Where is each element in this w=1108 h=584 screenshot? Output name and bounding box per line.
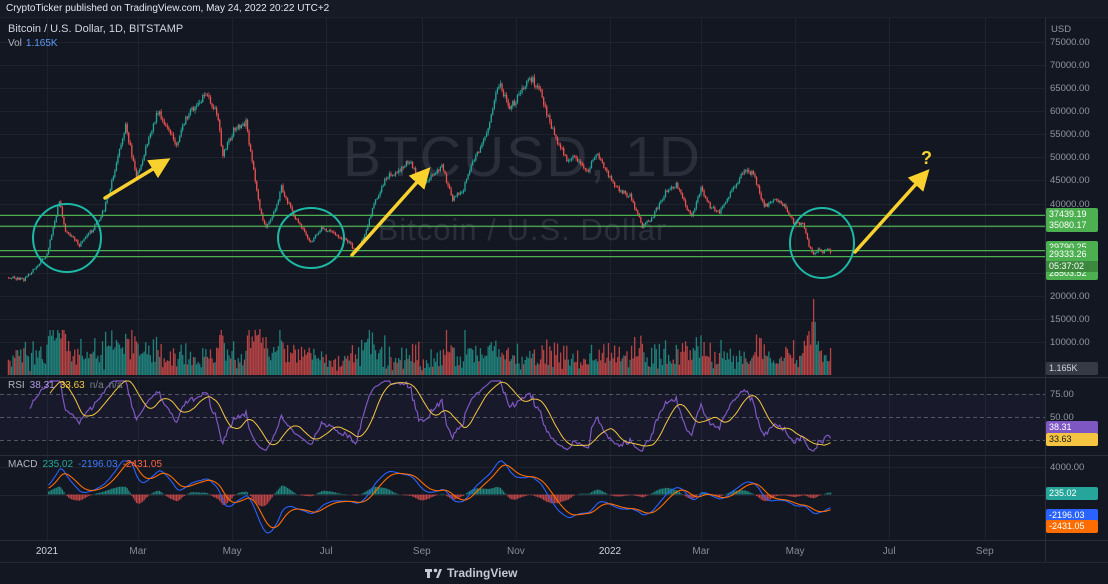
time-axis[interactable]: 2021 Mar May Jul Sep Nov 2022 Mar May Jul Sep: [0, 540, 1045, 562]
price-tick: 15000.00: [1050, 313, 1090, 325]
time-label: 2021: [35, 546, 59, 557]
macd-line-value: -2196.03: [78, 459, 118, 470]
time-label: May: [785, 546, 805, 557]
rsi-legend[interactable]: RSI 38.31 33.63 n/a n/a: [8, 380, 123, 391]
symbol-legend[interactable]: Bitcoin / U.S. Dollar, 1D, BITSTAMP: [8, 23, 183, 35]
price-tick: 55000.00: [1050, 129, 1090, 141]
tradingview-logo[interactable]: TradingView: [425, 566, 517, 580]
macd-legend[interactable]: MACD 235.02 -2196.03 -2431.05: [8, 459, 162, 470]
volume-axis-label: 1.165K: [1046, 362, 1098, 375]
rsi-tick: 75.00: [1050, 389, 1074, 400]
last-price-value: 29333.26: [1049, 249, 1087, 259]
macd-signal-label: -2431.05: [1046, 520, 1098, 533]
price-tick: 50000.00: [1050, 152, 1090, 164]
price-tick: 20000.00: [1050, 290, 1090, 302]
macd-hist-label: 235.02: [1046, 487, 1098, 500]
currency-label: USD: [1051, 24, 1072, 35]
vol-label: Vol: [8, 38, 22, 49]
symbol-title[interactable]: Bitcoin / U.S. Dollar, 1D, BITSTAMP: [8, 23, 184, 35]
rsi-ma-value: 33.63: [59, 380, 85, 391]
volume-legend[interactable]: Vol 1.165K: [8, 38, 58, 49]
time-label: Jul: [882, 546, 896, 557]
price-tick: 45000.00: [1050, 175, 1090, 187]
rsi-value: 38.31: [29, 380, 55, 391]
time-label: Sep: [975, 546, 994, 557]
time-label: 2022: [598, 546, 622, 557]
price-tick: 60000.00: [1050, 106, 1090, 118]
rsi-ma-value-label: 33.63: [1046, 433, 1098, 446]
macd-tick: 4000.00: [1050, 461, 1085, 473]
attribution-text: CryptoTicker published on TradingView.co…: [6, 3, 330, 14]
attribution-bar: CryptoTicker published on TradingView.co…: [0, 0, 1108, 18]
rsi-lower-band-na: n/a: [108, 380, 123, 391]
price-tick: 65000.00: [1050, 83, 1090, 95]
tradingview-icon: [425, 568, 442, 578]
rsi-value-label: 38.31: [1046, 421, 1098, 434]
rsi-tick: 50.00: [1050, 412, 1074, 423]
time-label: Mar: [692, 546, 710, 557]
footer-bar: TradingView: [0, 562, 1108, 584]
rsi-label: RSI: [8, 380, 25, 391]
time-label: May: [222, 546, 242, 557]
macd-line-label: -2196.03: [1046, 509, 1098, 522]
level-price-label: 35080.17: [1046, 219, 1098, 232]
macd-signal-value: -2431.05: [122, 459, 163, 470]
tradingview-wordmark: TradingView: [447, 566, 518, 580]
price-axis[interactable]: USD 75000.00 70000.00 65000.00 60000.00 5500…: [1045, 18, 1108, 562]
time-label: Sep: [412, 546, 431, 557]
macd-label: MACD: [8, 459, 38, 470]
time-label: Mar: [129, 546, 147, 557]
price-tick: 75000.00: [1050, 37, 1090, 48]
vol-value: 1.165K: [25, 38, 58, 49]
macd-hist-value: 235.02: [42, 459, 74, 470]
level-price-label: 37439.19: [1046, 208, 1098, 221]
countdown-timer: 05:37:02: [1046, 261, 1098, 272]
price-tick: 70000.00: [1050, 60, 1090, 72]
rsi-upper-band-na: n/a: [89, 380, 104, 391]
price-tick: 10000.00: [1050, 337, 1090, 348]
price-tick: 40000.00: [1050, 198, 1090, 210]
time-label: Jul: [319, 546, 333, 557]
time-label: Nov: [507, 546, 525, 557]
last-price-label: 29333.26 05:37:02: [1046, 248, 1098, 272]
